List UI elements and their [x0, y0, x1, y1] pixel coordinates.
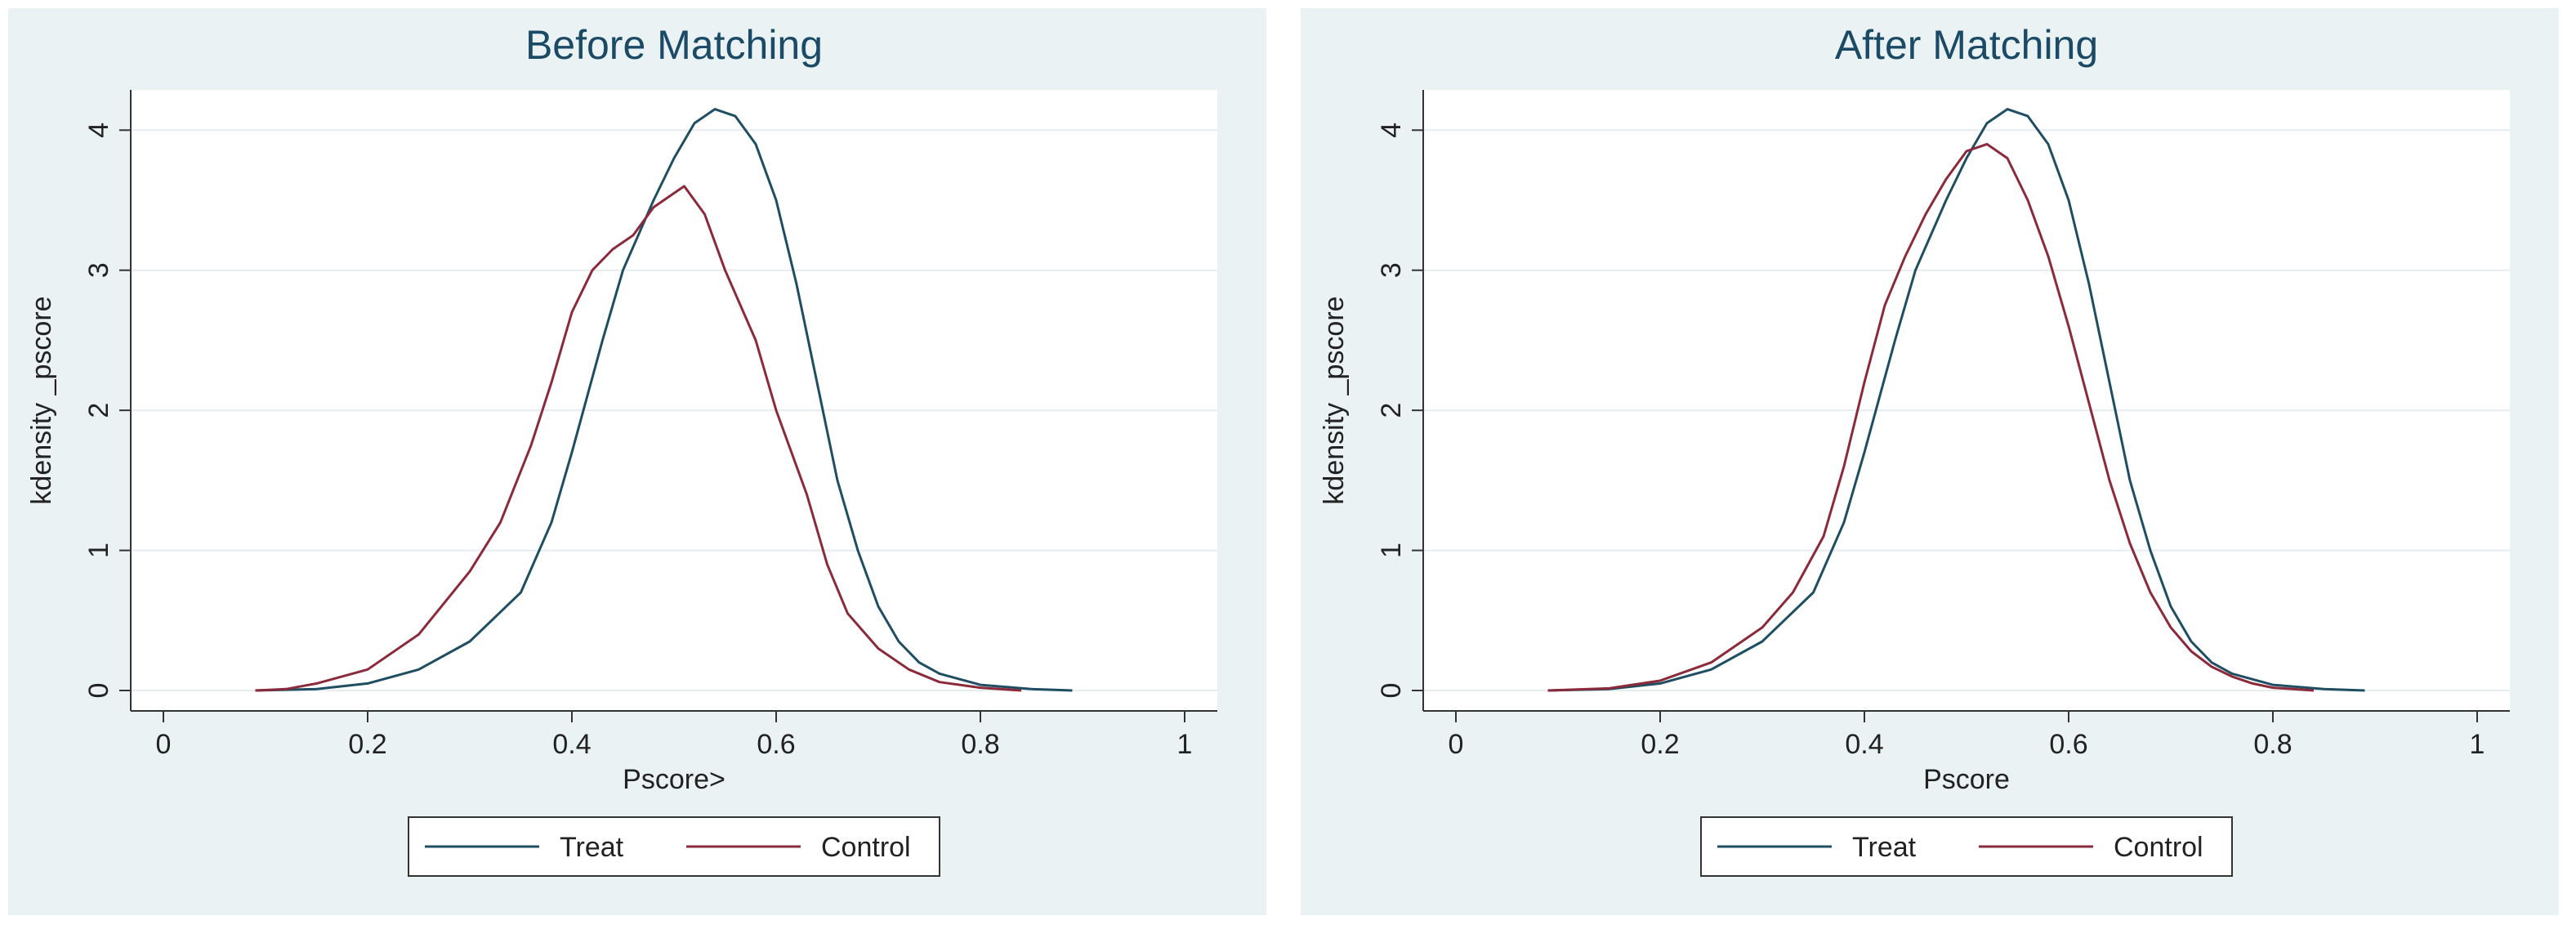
y-tick-label: 1 — [83, 543, 114, 558]
legend-label-treat: Treat — [1852, 832, 1917, 863]
legend-label-treat: Treat — [560, 832, 624, 863]
plot-area — [131, 90, 1217, 711]
y-tick-label: 4 — [83, 123, 114, 138]
y-tick-label: 2 — [1376, 403, 1407, 418]
x-tick-label: 0.4 — [1845, 729, 1883, 760]
x-tick-label: 1 — [1177, 729, 1193, 760]
y-tick-label: 0 — [1376, 683, 1407, 699]
plot-area — [1423, 90, 2510, 711]
series-line-treat — [1547, 108, 2365, 692]
x-tick-label: 0.8 — [961, 729, 999, 760]
x-tick-label: 0.2 — [348, 729, 386, 760]
x-tick-label: 0 — [1449, 729, 1464, 760]
x-tick-label: 1 — [2470, 729, 2485, 760]
chart-panel-before: Before Matching 0 1 2 3 4 0 0.2 0.4 0.6 0.8 1 Pscore… — [8, 8, 1266, 915]
x-tick-label: 0.6 — [2049, 729, 2087, 760]
y-axis-label: kdensity _pscore — [26, 296, 57, 504]
y-axis-label: kdensity _pscore — [1319, 296, 1350, 504]
chart-title: After Matching — [1835, 22, 2098, 68]
y-tick-label: 0 — [83, 683, 114, 699]
x-axis-label: Pscore> — [623, 764, 725, 795]
x-tick-label: 0.2 — [1641, 729, 1679, 760]
series-line-treat — [255, 108, 1073, 692]
x-tick-label: 0 — [156, 729, 172, 760]
chart-before-matching: Before Matching 0 1 2 3 4 0 0.2 0.4 0.6 0.8 1 Pscore… — [26, 22, 1217, 877]
x-tick-label: 0.6 — [757, 729, 795, 760]
y-tick-label: 1 — [1376, 543, 1407, 558]
y-tick-label: 4 — [1376, 123, 1407, 138]
y-tick-label: 3 — [83, 262, 114, 278]
legend-label-control: Control — [821, 832, 911, 863]
x-tick-label: 0.8 — [2253, 729, 2292, 760]
series-line-control — [255, 185, 1022, 692]
chart-after-matching: After Matching 0 1 2 3 4 0 0.2 0.4 0.6 0.8 1 Pscore k… — [1319, 22, 2510, 877]
y-tick-label: 2 — [83, 403, 114, 418]
x-axis-label: Pscore — [1923, 764, 2010, 795]
chart-title: Before Matching — [525, 22, 823, 68]
legend-label-control: Control — [2114, 832, 2203, 863]
series-line-control — [1547, 142, 2315, 692]
y-tick-label: 3 — [1376, 262, 1407, 278]
chart-panel-after: After Matching 0 1 2 3 4 0 0.2 0.4 0.6 0.8 1 Pscore k… — [1301, 8, 2559, 915]
x-tick-label: 0.4 — [552, 729, 591, 760]
